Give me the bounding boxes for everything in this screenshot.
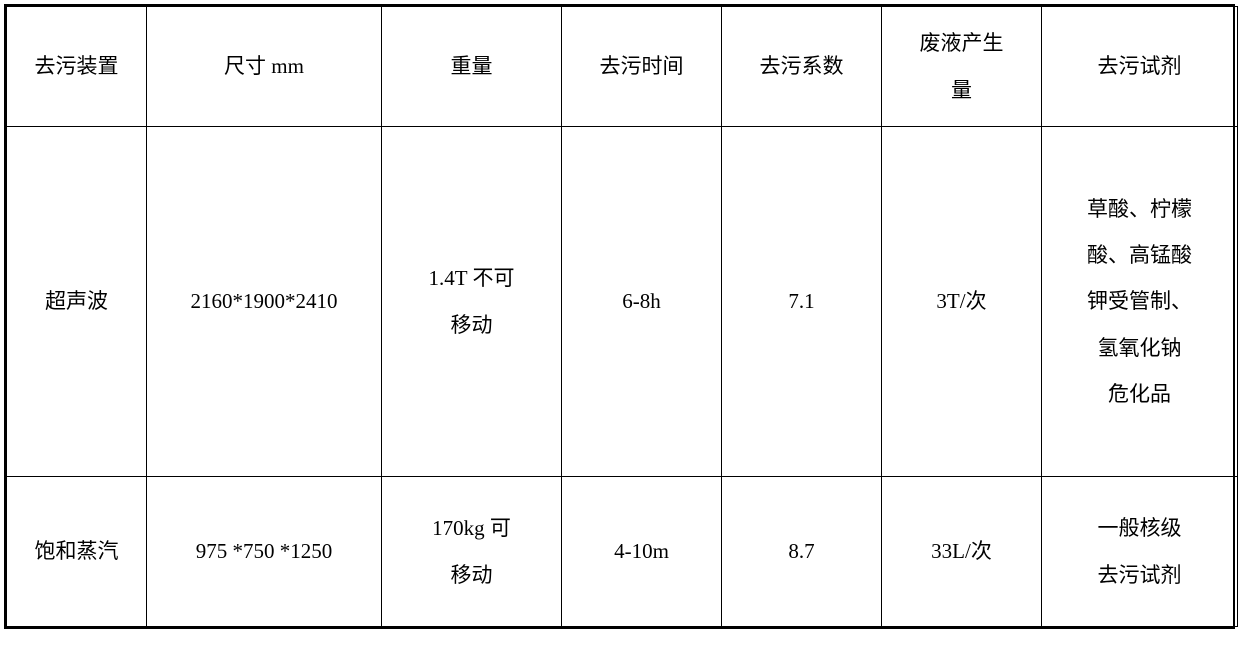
cell-time: 4-10m (562, 477, 722, 627)
comparison-table-container: 去污装置 尺寸 mm 重量 去污时间 去污系数 废液产生 量 去污试剂 超声波 … (4, 4, 1235, 629)
column-header-time: 去污时间 (562, 7, 722, 127)
cell-waste: 33L/次 (882, 477, 1042, 627)
cell-waste: 3T/次 (882, 127, 1042, 477)
column-header-dimensions: 尺寸 mm (147, 7, 382, 127)
cell-dimensions: 2160*1900*2410 (147, 127, 382, 477)
cell-coefficient: 8.7 (722, 477, 882, 627)
column-header-coefficient: 去污系数 (722, 7, 882, 127)
cell-device: 超声波 (7, 127, 147, 477)
cell-reagent: 一般核级 去污试剂 (1042, 477, 1238, 627)
cell-reagent: 草酸、柠檬 酸、高锰酸 钾受管制、 氢氧化钠 危化品 (1042, 127, 1238, 477)
table-row: 超声波 2160*1900*2410 1.4T 不可 移动 6-8h 7.1 3… (7, 127, 1238, 477)
comparison-table: 去污装置 尺寸 mm 重量 去污时间 去污系数 废液产生 量 去污试剂 超声波 … (6, 6, 1238, 627)
cell-coefficient: 7.1 (722, 127, 882, 477)
table-row: 饱和蒸汽 975 *750 *1250 170kg 可 移动 4-10m 8.7… (7, 477, 1238, 627)
cell-time: 6-8h (562, 127, 722, 477)
cell-weight: 170kg 可 移动 (382, 477, 562, 627)
column-header-waste: 废液产生 量 (882, 7, 1042, 127)
cell-weight: 1.4T 不可 移动 (382, 127, 562, 477)
cell-dimensions: 975 *750 *1250 (147, 477, 382, 627)
column-header-weight: 重量 (382, 7, 562, 127)
cell-device: 饱和蒸汽 (7, 477, 147, 627)
column-header-reagent: 去污试剂 (1042, 7, 1238, 127)
column-header-device: 去污装置 (7, 7, 147, 127)
table-header-row: 去污装置 尺寸 mm 重量 去污时间 去污系数 废液产生 量 去污试剂 (7, 7, 1238, 127)
